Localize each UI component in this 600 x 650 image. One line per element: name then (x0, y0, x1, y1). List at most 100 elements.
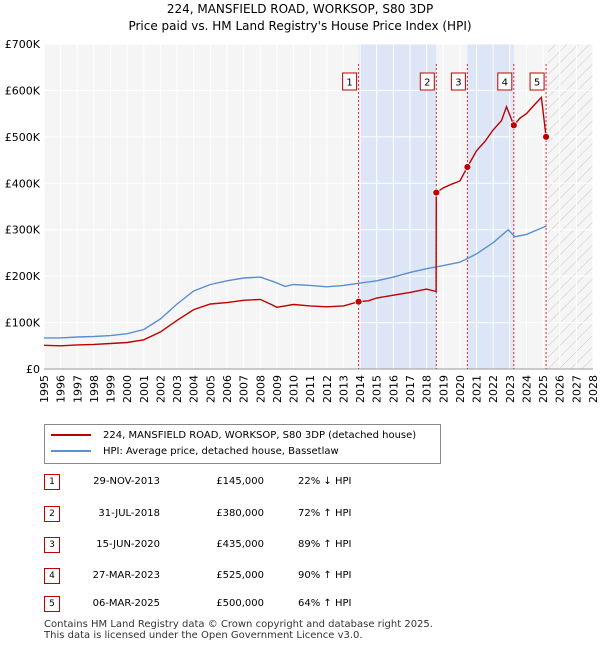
x-tick-label: 1998 (88, 375, 101, 403)
ownership-band (467, 44, 514, 369)
sale-row: 1 29-NOV-2013 £145,000 22% ↓ HPI (44, 474, 464, 490)
x-tick-label: 2002 (154, 375, 167, 403)
sale-row: 5 06-MAR-2025 £500,000 64% ↑ HPI (44, 596, 464, 612)
sale-label-box: 1 (342, 72, 358, 91)
x-tick-label: 1999 (105, 375, 118, 403)
x-tick-label: 2006 (221, 375, 234, 403)
x-tick-label: 2001 (138, 375, 151, 403)
sale-label-frame (450, 72, 466, 91)
sale-number-badge: 3 (44, 537, 60, 553)
chart-title: 224, MANSFIELD ROAD, WORKSOP, S80 3DP (166, 2, 434, 16)
x-tick-label: 2026 (554, 375, 567, 403)
footer-attribution: Contains HM Land Registry data © Crown c… (44, 619, 433, 641)
sale-label-box: 4 (497, 72, 513, 91)
sale-label-frame (342, 72, 358, 91)
x-tick-label: 2021 (471, 375, 484, 403)
sale-number-badge: 4 (44, 568, 60, 584)
sale-point (509, 121, 518, 130)
sale-hpi-comparison: 90% ↑ HPI (298, 570, 352, 581)
price-chart: £0 £100K £200K £300K £400K £500K £600K £700K 199… (5, 38, 600, 403)
footer-copyright: Contains HM Land Registry data © Crown c… (44, 619, 433, 630)
y-tick-label: £400K (5, 177, 41, 190)
series-line (44, 225, 547, 339)
sale-hpi-comparison: 22% ↓ HPI (298, 476, 352, 487)
sale-label-frame (419, 72, 435, 91)
x-tick-label: 2017 (404, 375, 417, 403)
x-tick-label: 2010 (288, 375, 301, 403)
sale-label-number: 4 (502, 78, 508, 89)
x-tick-label: 2028 (587, 375, 600, 403)
sale-date: 29-NOV-2013 (93, 476, 160, 487)
sale-point (542, 132, 550, 141)
y-tick-label: £600K (5, 84, 41, 97)
legend-label-property: 224, MANSFIELD ROAD, WORKSOP, S80 3DP (d… (103, 430, 417, 441)
sale-hpi-comparison: 64% ↑ HPI (298, 598, 352, 609)
x-tick-label: 2003 (171, 375, 184, 403)
sale-row: 2 31-JUL-2018 £380,000 72% ↑ HPI (44, 506, 464, 522)
y-tick-label: £500K (5, 131, 41, 144)
sale-hpi-comparison: 72% ↑ HPI (298, 508, 352, 519)
x-tick-label: 1997 (71, 375, 84, 403)
sale-row: 3 15-JUN-2020 £435,000 89% ↑ HPI (44, 537, 464, 553)
sale-number-badge: 5 (44, 596, 60, 612)
sale-label-number: 1 (346, 78, 352, 89)
legend-item-hpi: HPI: Average price, detached house, Bass… (51, 445, 339, 459)
sale-label-box: 5 (529, 72, 545, 91)
x-tick-label: 1996 (55, 375, 68, 403)
sale-label-number: 2 (424, 78, 430, 89)
x-tick-label: 2000 (121, 375, 134, 403)
sale-number-badge: 1 (44, 474, 60, 490)
footer-licence: This data is licensed under the Open Gov… (44, 630, 363, 641)
x-tick-label: 2011 (304, 375, 317, 403)
sale-point (354, 297, 363, 306)
x-tick-label: 2009 (271, 375, 284, 403)
x-tick-label: 2005 (204, 375, 217, 403)
y-tick-label: £300K (5, 224, 41, 237)
sale-label-frame (529, 72, 545, 91)
y-tick-label: £100K (5, 317, 41, 330)
forecast-hatch (548, 44, 593, 369)
sale-row: 4 27-MAR-2023 £525,000 90% ↑ HPI (44, 568, 464, 584)
sale-label-frame (497, 72, 513, 91)
y-tick-label: £0 (26, 363, 40, 376)
chart-subtitle: Price paid vs. HM Land Registry's House … (128, 19, 472, 33)
x-tick-label: 1995 (38, 375, 51, 403)
x-tick-label: 2007 (238, 375, 251, 403)
chart-legend: 224, MANSFIELD ROAD, WORKSOP, S80 3DP (d… (44, 424, 441, 464)
x-tick-label: 2018 (421, 375, 434, 403)
sale-point (432, 188, 441, 197)
sale-number-badge: 2 (44, 506, 60, 522)
sale-label-box: 2 (419, 72, 435, 91)
x-tick-label: 2025 (537, 375, 550, 403)
x-tick-label: 2008 (254, 375, 267, 403)
sale-price: £380,000 (216, 508, 264, 519)
sale-label-box: 3 (450, 72, 466, 91)
x-tick-label: 2022 (487, 375, 500, 403)
sale-date: 31-JUL-2018 (98, 508, 160, 519)
sale-point (463, 163, 472, 171)
x-tick-label: 2024 (520, 375, 533, 403)
x-tick-label: 2013 (337, 375, 350, 403)
sale-price: £525,000 (216, 570, 264, 581)
sale-date: 15-JUN-2020 (96, 539, 160, 550)
ownership-band (358, 44, 437, 369)
y-tick-label: £700K (5, 38, 41, 51)
sale-price: £145,000 (216, 476, 264, 487)
sale-hpi-comparison: 89% ↑ HPI (298, 539, 352, 550)
legend-item-property: 224, MANSFIELD ROAD, WORKSOP, S80 3DP (d… (51, 429, 416, 443)
sale-label-number: 3 (455, 78, 461, 89)
sale-date: 27-MAR-2023 (92, 570, 160, 581)
sale-price: £435,000 (216, 539, 264, 550)
legend-swatch-property (51, 434, 91, 436)
x-tick-label: 2012 (321, 375, 334, 403)
x-tick-label: 2014 (354, 375, 367, 403)
x-tick-label: 2023 (504, 375, 517, 403)
x-tick-label: 2027 (570, 375, 583, 403)
sale-price: £500,000 (216, 598, 264, 609)
series-line (43, 95, 547, 347)
legend-swatch-hpi (51, 450, 91, 452)
sale-date: 06-MAR-2025 (92, 598, 160, 609)
x-tick-label: 2004 (188, 375, 201, 403)
x-tick-label: 2015 (371, 375, 384, 403)
x-tick-label: 2019 (437, 375, 450, 403)
